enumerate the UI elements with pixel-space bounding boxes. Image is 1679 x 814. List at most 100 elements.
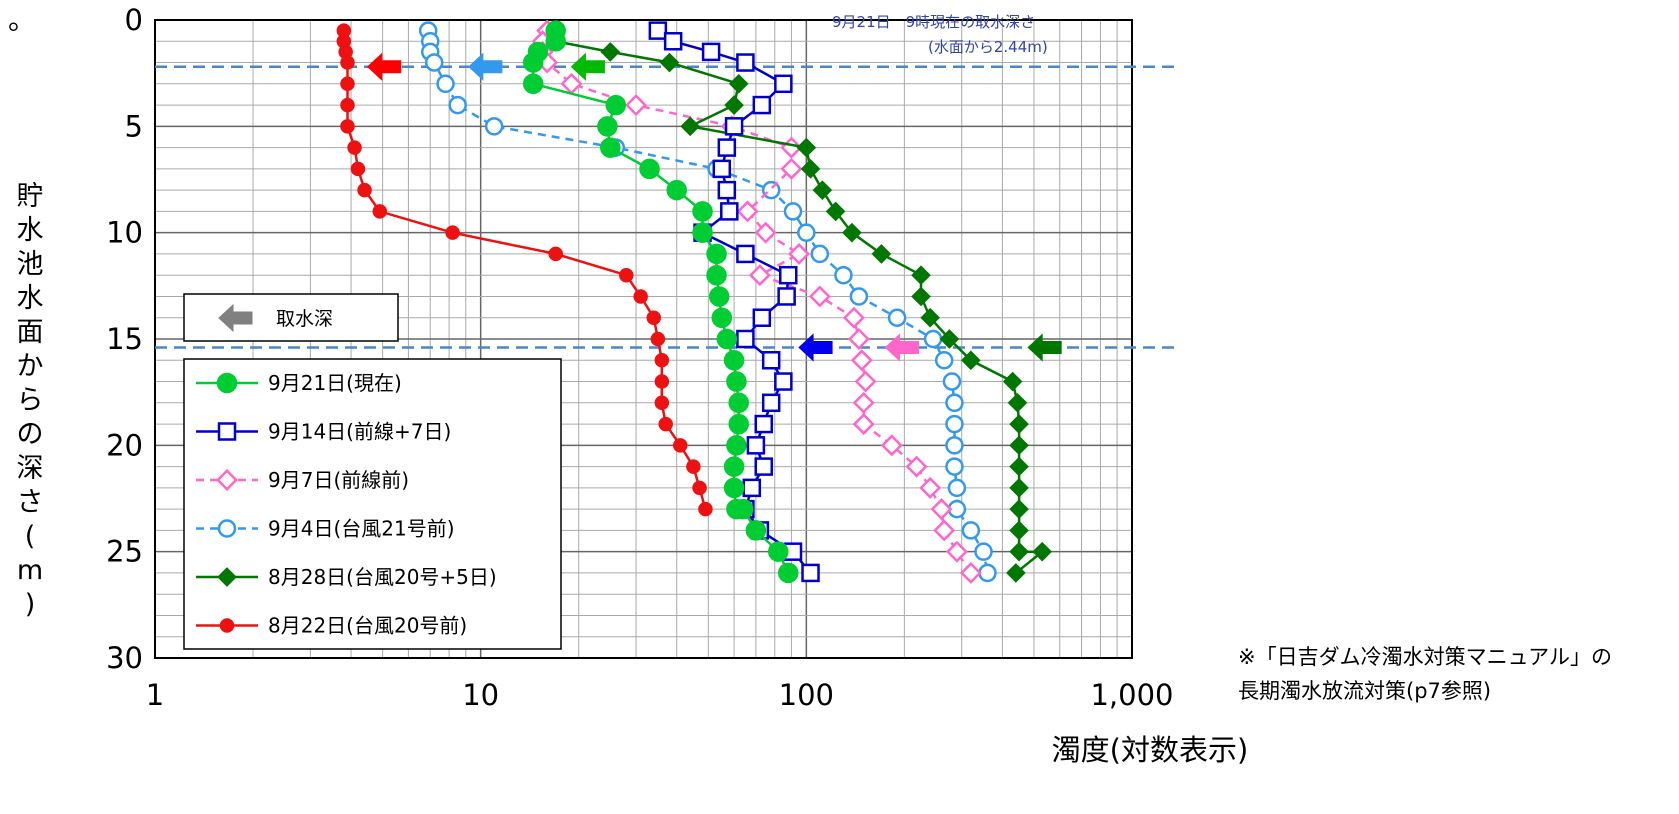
- data-point: [797, 223, 816, 242]
- data-point: [716, 328, 738, 350]
- data-point: [340, 55, 355, 70]
- data-point: [777, 287, 796, 306]
- data-point: [1009, 435, 1029, 456]
- data-point: [736, 53, 755, 72]
- legend-item: 8月28日(台風20号+5日): [196, 565, 497, 589]
- data-point: [717, 180, 737, 200]
- data-point: [780, 157, 803, 180]
- data-point: [545, 31, 566, 52]
- data-point: [522, 73, 544, 95]
- data-point: [945, 540, 968, 563]
- data-point: [340, 119, 355, 134]
- data-point: [745, 520, 767, 541]
- data-point: [849, 287, 869, 306]
- data-point: [723, 456, 745, 477]
- data-point: [726, 435, 747, 456]
- data-point: [717, 138, 737, 157]
- y-tick-label: 30: [106, 641, 143, 675]
- data-point: [698, 501, 713, 517]
- data-point: [650, 331, 666, 347]
- x-tick-label: 1: [146, 678, 164, 712]
- data-point: [680, 116, 701, 137]
- data-point: [945, 457, 964, 476]
- data-point: [548, 246, 563, 262]
- data-point: [728, 392, 749, 414]
- data-point: [726, 371, 747, 392]
- data-point: [911, 286, 931, 307]
- data-point: [600, 42, 621, 62]
- data-point: [648, 21, 668, 40]
- legend-item: 9月7日(前線前): [196, 468, 409, 492]
- series-4: [545, 20, 1053, 583]
- plot-frame: [154, 19, 1133, 659]
- data-point: [372, 204, 388, 219]
- data-point: [654, 353, 670, 368]
- data-point: [692, 201, 713, 222]
- data-point: [692, 480, 707, 496]
- data-point: [800, 159, 821, 179]
- legend-item: 9月14日(前線+7日): [196, 420, 451, 444]
- y-axis-label-char: か: [17, 351, 44, 382]
- intake-arrow-icon: [366, 52, 402, 81]
- data-point: [825, 201, 846, 222]
- y-axis-label-char: 面: [17, 317, 44, 348]
- data-point: [842, 222, 862, 243]
- x-axis-label: 濁度(対数表示): [1052, 733, 1249, 767]
- y-axis-label-char: の: [17, 419, 44, 450]
- y-axis-label-char: ら: [17, 385, 44, 416]
- data-point: [842, 306, 865, 329]
- data-point: [945, 414, 964, 434]
- data-point: [424, 53, 444, 72]
- data-point: [774, 372, 793, 391]
- data-point: [723, 350, 745, 371]
- side-note-line1: ※「日吉ダム冷濁水対策マニュアル」の: [1238, 645, 1612, 669]
- y-tick-label: 5: [125, 109, 143, 143]
- legend-marker: [216, 469, 238, 491]
- data-point: [746, 436, 766, 455]
- data-point: [810, 244, 830, 264]
- series-0: [522, 20, 799, 584]
- data-point: [959, 561, 982, 584]
- data-point: [600, 137, 621, 158]
- data-point: [774, 74, 793, 94]
- legend-label: 8月28日(台風20号+5日): [268, 565, 497, 589]
- data-point: [340, 76, 355, 92]
- data-point: [978, 563, 997, 583]
- data-point: [484, 117, 504, 136]
- data-point: [663, 32, 683, 51]
- data-point: [754, 457, 773, 476]
- data-point: [923, 329, 943, 349]
- data-point: [706, 243, 727, 265]
- data-point: [852, 391, 875, 414]
- data-point: [1009, 499, 1029, 519]
- data-point: [659, 52, 680, 73]
- data-point: [712, 159, 732, 179]
- intake-arrow-icon: [468, 52, 503, 81]
- data-point: [686, 459, 701, 474]
- data-point: [736, 244, 755, 264]
- data-point: [754, 221, 777, 244]
- axis-ticks: 1 10 100 1,000 0 5 10 15 20 25 30: [106, 3, 1173, 712]
- data-point: [654, 395, 670, 411]
- data-point: [448, 95, 467, 115]
- data-point: [796, 137, 817, 158]
- data-point: [728, 413, 749, 435]
- intake-arrow-icon: [798, 333, 833, 362]
- data-point: [947, 478, 967, 498]
- legend-marker: [217, 422, 237, 441]
- data-point: [933, 519, 956, 542]
- intake-arrow-icon: [1027, 333, 1062, 362]
- data-point: [748, 264, 771, 287]
- data-point: [706, 264, 727, 286]
- data-point: [905, 455, 928, 478]
- data-point: [597, 116, 618, 137]
- x-tick-label: 1,000: [1090, 678, 1173, 712]
- data-point: [961, 521, 981, 540]
- y-axis-label-char: さ: [17, 487, 44, 518]
- data-point: [854, 370, 877, 393]
- corner-mark: 。: [8, 3, 37, 36]
- data-point: [1009, 414, 1029, 434]
- series-line: [426, 30, 989, 574]
